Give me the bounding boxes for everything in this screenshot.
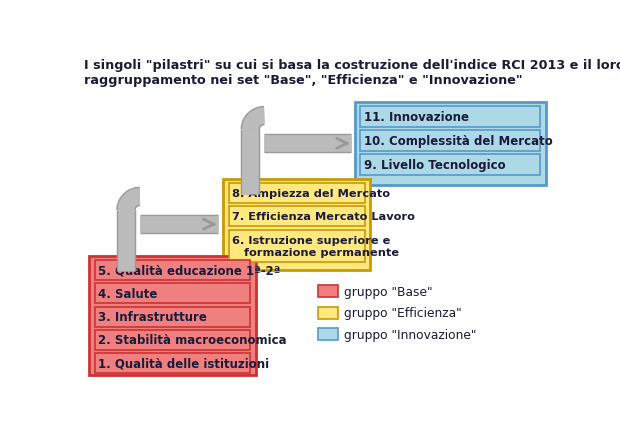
FancyBboxPatch shape [317,285,338,298]
Text: 4. Salute: 4. Salute [99,287,158,300]
FancyBboxPatch shape [94,307,250,327]
Text: I singoli "pilastri" su cui si basa la costruzione dell'indice RCI 2013 e il lor: I singoli "pilastri" su cui si basa la c… [84,59,620,87]
Text: 3. Infrastrutture: 3. Infrastrutture [99,311,207,323]
FancyBboxPatch shape [89,256,255,375]
Text: 2. Stabilità macroeconomica: 2. Stabilità macroeconomica [99,333,287,346]
Text: 6. Istruzione superiore e
   formazione permanente: 6. Istruzione superiore e formazione per… [232,235,400,257]
Text: gruppo "Base": gruppo "Base" [344,285,433,298]
FancyBboxPatch shape [94,261,250,281]
FancyBboxPatch shape [360,131,540,152]
FancyBboxPatch shape [360,155,540,176]
FancyBboxPatch shape [229,207,365,227]
Text: 10. Complessità del Mercato: 10. Complessità del Mercato [365,135,553,148]
FancyBboxPatch shape [229,184,365,204]
FancyBboxPatch shape [317,328,338,341]
Text: 1. Qualità delle istituzioni: 1. Qualità delle istituzioni [99,357,270,369]
FancyBboxPatch shape [94,353,250,373]
Text: 8. Ampiezza del Mercato: 8. Ampiezza del Mercato [232,189,391,199]
FancyBboxPatch shape [360,107,540,128]
Text: 11. Innovazione: 11. Innovazione [365,111,469,124]
FancyBboxPatch shape [223,179,371,270]
Text: gruppo "Efficienza": gruppo "Efficienza" [344,307,462,319]
FancyBboxPatch shape [317,307,338,319]
FancyBboxPatch shape [94,330,250,350]
FancyBboxPatch shape [355,102,546,185]
Text: 5. Qualità educazione 1ª-2ª: 5. Qualità educazione 1ª-2ª [99,264,281,277]
Text: 7. Efficienza Mercato Lavoro: 7. Efficienza Mercato Lavoro [232,212,415,222]
Text: gruppo "Innovazione": gruppo "Innovazione" [344,328,477,341]
Text: 9. Livello Tecnologico: 9. Livello Tecnologico [365,159,506,172]
FancyBboxPatch shape [94,284,250,304]
FancyBboxPatch shape [229,230,365,262]
